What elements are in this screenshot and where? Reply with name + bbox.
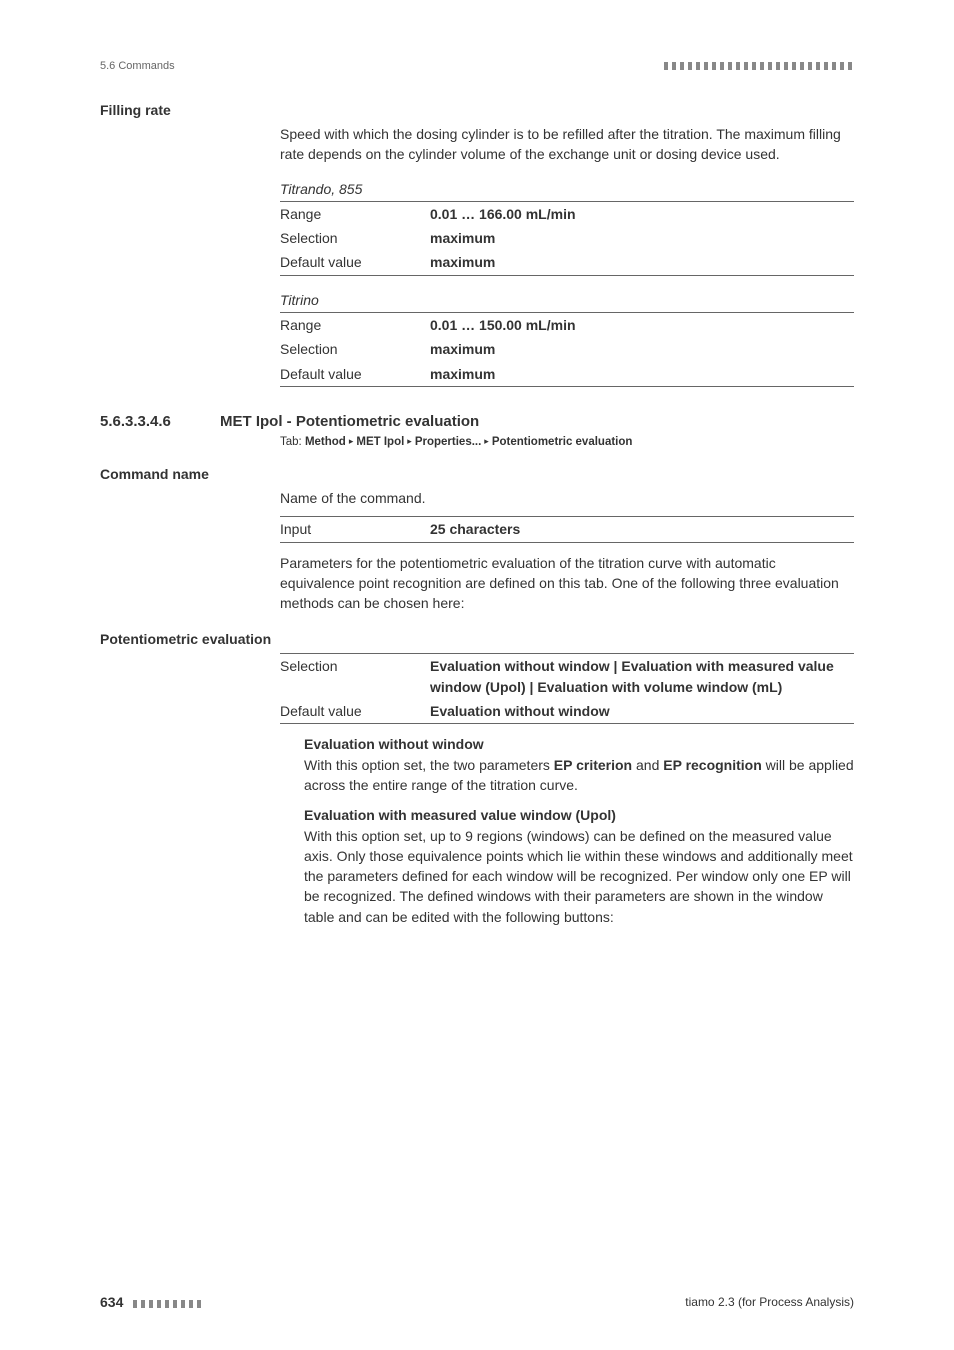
table-row: Default value Evaluation without window [280, 699, 854, 724]
filling-rate-desc: Speed with which the dosing cylinder is … [280, 124, 854, 165]
tab-path: Tab: Method▸MET Ipol▸Properties...▸Poten… [280, 436, 854, 448]
cell-label: Input [280, 517, 430, 542]
cell-value: maximum [430, 362, 854, 387]
command-name-desc: Name of the command. [280, 488, 854, 508]
section-number: 5.6.3.3.4.6 [100, 413, 220, 430]
cell-label: Default value [280, 250, 430, 275]
triangle-icon: ▸ [484, 436, 489, 447]
cell-value: maximum [430, 250, 854, 275]
table-row: Selection maximum [280, 337, 854, 361]
cell-label: Selection [280, 654, 430, 699]
footer-dots [133, 1300, 205, 1308]
cell-label: Selection [280, 337, 430, 361]
cell-value: Evaluation without window [430, 699, 854, 724]
cell-label: Range [280, 313, 430, 338]
group-caption-titrando: Titrando, 855 [280, 179, 854, 199]
page-number: 634 [100, 1294, 123, 1310]
table-row: Selection maximum [280, 226, 854, 250]
tab-part: MET Ipol [356, 436, 404, 448]
cell-label: Range [280, 201, 430, 226]
page-footer: 634 tiamo 2.3 (for Process Analysis) [100, 1294, 854, 1310]
cell-value: Evaluation without window | Evaluation w… [430, 654, 854, 699]
table-titrando: Range 0.01 … 166.00 mL/min Selection max… [280, 201, 854, 276]
cell-label: Selection [280, 226, 430, 250]
option-title: Evaluation with measured value window (U… [304, 807, 616, 823]
table-row: Selection Evaluation without window | Ev… [280, 654, 854, 699]
option-title: Evaluation without window [304, 736, 484, 752]
table-row: Range 0.01 … 150.00 mL/min [280, 313, 854, 338]
table-row: Range 0.01 … 166.00 mL/min [280, 201, 854, 226]
option-text-pre: With this option set, the two parameters [304, 757, 554, 773]
table-titrino: Range 0.01 … 150.00 mL/min Selection max… [280, 312, 854, 387]
table-row: Default value maximum [280, 362, 854, 387]
option-eval-without-window: Evaluation without window With this opti… [304, 734, 854, 927]
tab-label: Tab: [280, 436, 302, 448]
option-text-mid: and [632, 757, 663, 773]
footer-left: 634 [100, 1294, 205, 1310]
cell-value: 0.01 … 150.00 mL/min [430, 313, 854, 338]
heading-command-name: Command name [100, 466, 854, 482]
cell-value: 25 characters [430, 517, 854, 542]
header-dots [664, 62, 854, 70]
option-text: With this option set, up to 9 regions (w… [304, 828, 853, 925]
section-title: MET Ipol - Potentiometric evaluation [220, 413, 479, 430]
table-command-name: Input 25 characters [280, 516, 854, 542]
inline-bold: EP recognition [663, 757, 762, 773]
command-name-after: Parameters for the potentiometric evalua… [280, 553, 854, 614]
cell-value: maximum [430, 226, 854, 250]
page-header: 5.6 Commands [100, 60, 854, 72]
cell-value: maximum [430, 337, 854, 361]
inline-bold: EP criterion [554, 757, 632, 773]
table-row: Input 25 characters [280, 517, 854, 542]
heading-filling-rate: Filling rate [100, 102, 854, 118]
triangle-icon: ▸ [407, 436, 412, 447]
section-heading-met-ipol: 5.6.3.3.4.6MET Ipol - Potentiometric eva… [100, 413, 854, 430]
header-left: 5.6 Commands [100, 60, 175, 72]
tab-part: Potentiometric evaluation [492, 436, 633, 448]
group-caption-titrino: Titrino [280, 290, 854, 310]
footer-right: tiamo 2.3 (for Process Analysis) [685, 1295, 854, 1309]
cell-value: 0.01 … 166.00 mL/min [430, 201, 854, 226]
cell-label: Default value [280, 699, 430, 724]
tab-part: Properties... [415, 436, 481, 448]
heading-pot-eval: Potentiometric evaluation [100, 631, 854, 647]
triangle-icon: ▸ [349, 436, 354, 447]
tab-part: Method [305, 436, 346, 448]
table-row: Default value maximum [280, 250, 854, 275]
table-pot-eval: Selection Evaluation without window | Ev… [280, 653, 854, 724]
cell-label: Default value [280, 362, 430, 387]
